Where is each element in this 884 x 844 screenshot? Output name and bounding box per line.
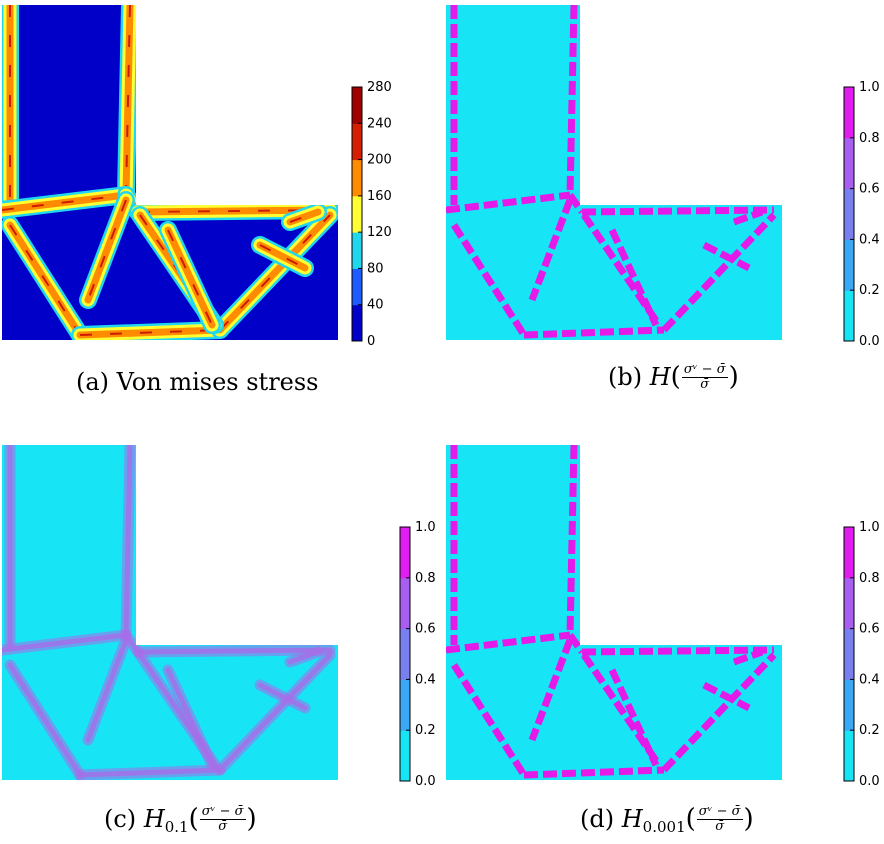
colorbar-tick-label: 80: [367, 261, 384, 276]
colorbar-band: [844, 679, 854, 730]
colorbar-tick-label: 0.2: [859, 283, 880, 298]
heatmap-b: 0.0 0.2 0.4 0.6 0.8 1.0: [444, 0, 884, 350]
caption-d-label: (d): [580, 805, 614, 833]
colorbar-tick-label: 0.6: [859, 182, 880, 197]
heatmap-a: 0 40 80 120 160 200 240 280: [0, 0, 440, 350]
colorbar-tick-label: 0.0: [859, 774, 880, 789]
colorbar-tick-label: 0.8: [859, 571, 880, 586]
colorbar-band: [844, 138, 854, 189]
heatmap-c: 0.0 0.2 0.4 0.6 0.8 1.0: [0, 440, 440, 790]
member-mask: [524, 770, 664, 775]
colorbar-tick-label: 0: [367, 334, 375, 349]
colorbar: 0.0 0.2 0.4 0.6 0.8 1.0: [844, 520, 880, 789]
heatmap-d: 0.0 0.2 0.4 0.6 0.8 1.0: [444, 440, 884, 790]
colorbar-tick-label: 1.0: [415, 520, 436, 535]
colorbar-band: [352, 232, 362, 269]
colorbar-tick-label: 0.6: [415, 622, 436, 637]
colorbar-band: [400, 730, 410, 781]
colorbar-tick-label: 0.2: [859, 723, 880, 738]
caption-c-func: H: [144, 805, 165, 833]
colorbar: 0 40 80 120 160 200 240 280: [352, 80, 392, 349]
colorbar-tick-label: 0.2: [415, 723, 436, 738]
caption-b: (b) H ( σᵛ − σ̄ σ̄ ): [608, 362, 739, 392]
member-mask: [582, 650, 774, 652]
caption-d-sub: 0.001: [643, 818, 686, 836]
caption-c-frac: σᵛ − σ̄ σ̄: [200, 805, 246, 834]
caption-c-sub: 0.1: [165, 818, 189, 836]
member-core: [138, 650, 330, 652]
colorbar-band: [352, 87, 362, 124]
colorbar-tick-label: 200: [367, 153, 392, 168]
colorbar-band: [352, 305, 362, 342]
colorbar: 0.0 0.2 0.4 0.6 0.8 1.0: [844, 80, 880, 349]
caption-d-frac: σᵛ − σ̄ σ̄: [697, 805, 743, 834]
colorbar-tick-label: 1.0: [859, 80, 880, 95]
colorbar-band: [844, 629, 854, 680]
colorbar-tick-label: 240: [367, 116, 392, 131]
colorbar-tick-label: 280: [367, 80, 392, 95]
colorbar-band: [844, 527, 854, 578]
colorbar-band: [844, 87, 854, 138]
colorbar-band: [844, 189, 854, 240]
colorbar-tick-label: 0.4: [415, 672, 436, 687]
panel-d: 0.0 0.2 0.4 0.6 0.8 1.0 (d) H 0.001 ( σᵛ − σ̄…: [444, 440, 884, 844]
colorbar-tick-label: 160: [367, 189, 392, 204]
colorbar-tick-label: 0.6: [859, 622, 880, 637]
caption-d-func: H: [622, 805, 643, 833]
colorbar-band: [400, 679, 410, 730]
colorbar: 0.0 0.2 0.4 0.6 0.8 1.0: [400, 520, 436, 789]
colorbar-band: [844, 290, 854, 341]
colorbar-band: [352, 196, 362, 233]
colorbar-tick-label: 0.8: [859, 131, 880, 146]
colorbar-band: [400, 629, 410, 680]
colorbar-band: [400, 578, 410, 629]
caption-b-label: (b): [608, 363, 642, 391]
caption-a: (a) Von mises stress: [76, 368, 319, 396]
colorbar-tick-label: 0.4: [859, 672, 880, 687]
member-mask: [582, 210, 774, 212]
colorbar-band: [844, 730, 854, 781]
colorbar-tick-label: 0.0: [859, 334, 880, 349]
caption-b-func: H: [650, 363, 671, 391]
caption-d: (d) H 0.001 ( σᵛ − σ̄ σ̄ ): [580, 804, 754, 834]
panel-b: 0.0 0.2 0.4 0.6 0.8 1.0 (b) H ( σᵛ − σ̄ σ̄ ): [444, 0, 884, 420]
caption-a-text: (a) Von mises stress: [76, 368, 319, 396]
colorbar-band: [400, 527, 410, 578]
colorbar-tick-label: 1.0: [859, 520, 880, 535]
caption-c-label: (c): [104, 805, 136, 833]
panel-a: 0 40 80 120 160 200 240 280 (a) Von mises stres…: [0, 0, 440, 420]
colorbar-tick-label: 40: [367, 298, 384, 313]
colorbar-tick-label: 120: [367, 225, 392, 240]
panel-c: 0.0 0.2 0.4 0.6 0.8 1.0 (c) H 0.1 ( σᵛ − σ̄ σ…: [0, 440, 440, 844]
colorbar-tick-label: 0.0: [415, 774, 436, 789]
caption-b-frac: σᵛ − σ̄ σ̄: [682, 363, 728, 392]
colorbar-band: [844, 578, 854, 629]
colorbar-band: [352, 268, 362, 305]
colorbar-tick-label: 0.8: [415, 571, 436, 586]
caption-c: (c) H 0.1 ( σᵛ − σ̄ σ̄ ): [104, 804, 257, 834]
member-mask: [524, 330, 664, 335]
colorbar-band: [844, 239, 854, 290]
colorbar-band: [352, 160, 362, 197]
colorbar-band: [352, 123, 362, 160]
colorbar-tick-label: 0.4: [859, 232, 880, 247]
